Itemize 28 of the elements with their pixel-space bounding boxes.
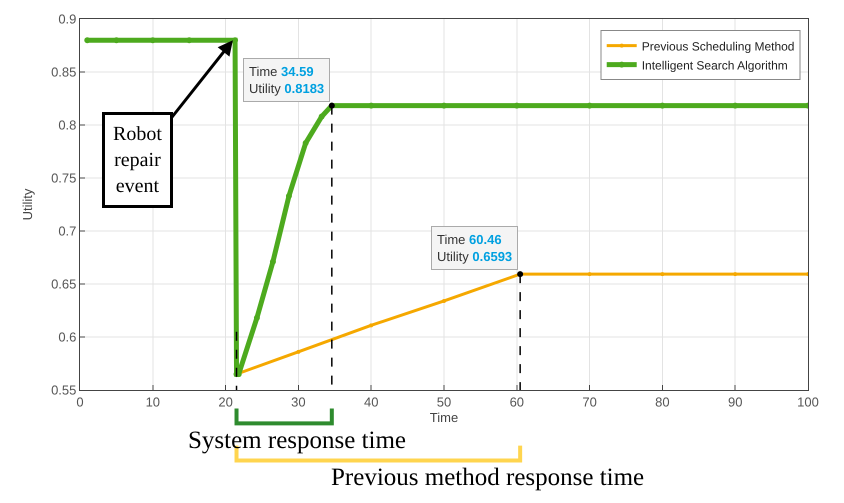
- x-tick-label: 50: [436, 394, 452, 410]
- x-tick-label: 30: [291, 394, 306, 410]
- y-tick-label: 0.6: [58, 330, 76, 345]
- x-tick-label: 10: [146, 394, 160, 410]
- legend-label: Previous Scheduling Method: [642, 39, 794, 54]
- x-tick-label: 20: [218, 394, 233, 410]
- x-tick-label: 70: [582, 394, 597, 410]
- annotation: Time 34.59 Utility 0.8183: [249, 64, 324, 96]
- x-tick-label: 90: [728, 394, 742, 410]
- legend-label: Intelligent Search Algorithm: [642, 58, 788, 72]
- y-tick-label: 0.7: [58, 224, 76, 239]
- x-tick-label: 0: [76, 394, 84, 410]
- y-axis-title: Utility: [20, 188, 36, 220]
- y-tick-label: 0.9: [58, 12, 76, 27]
- y-tick-label: 0.8: [58, 118, 76, 133]
- y-tick-label: 0.55: [51, 382, 76, 398]
- x-axis-title: Time: [430, 410, 458, 426]
- x-tick-label: 40: [364, 394, 378, 410]
- x-tick-label: 100: [797, 394, 819, 410]
- text: System response time: [188, 427, 406, 454]
- annotation: Robot repair event: [113, 123, 162, 197]
- y-tick-label: 0.75: [51, 170, 76, 186]
- annotation: Time 60.46 Utility 0.6593: [437, 232, 512, 264]
- x-tick-label: 80: [655, 394, 670, 410]
- text: Previous method response time: [331, 464, 644, 491]
- x-tick-label: 60: [510, 394, 524, 410]
- y-tick-label: 0.65: [51, 276, 76, 292]
- y-tick-label: 0.85: [51, 64, 76, 80]
